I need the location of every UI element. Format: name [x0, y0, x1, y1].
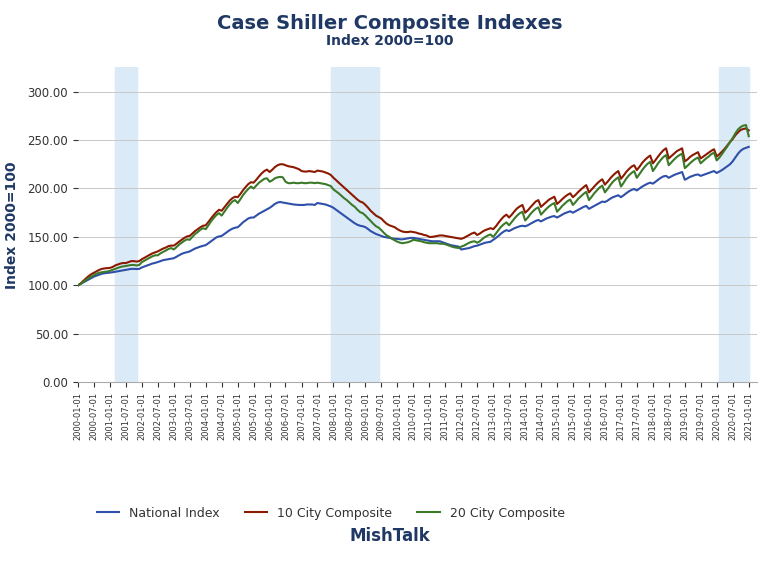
Line: National Index: National Index	[78, 147, 749, 285]
Legend: National Index, 10 City Composite, 20 City Composite: National Index, 10 City Composite, 20 Ci…	[91, 502, 569, 525]
Bar	[719, 67, 749, 382]
Y-axis label: Index 2000=100: Index 2000=100	[5, 161, 20, 288]
Text: MishTalk: MishTalk	[349, 527, 431, 545]
Line: 20 City Composite: 20 City Composite	[78, 125, 749, 285]
Bar	[331, 67, 379, 382]
Bar	[115, 67, 136, 382]
Text: Case Shiller Composite Indexes: Case Shiller Composite Indexes	[218, 14, 562, 33]
Text: Index 2000=100: Index 2000=100	[326, 34, 454, 48]
Line: 10 City Composite: 10 City Composite	[78, 129, 749, 285]
